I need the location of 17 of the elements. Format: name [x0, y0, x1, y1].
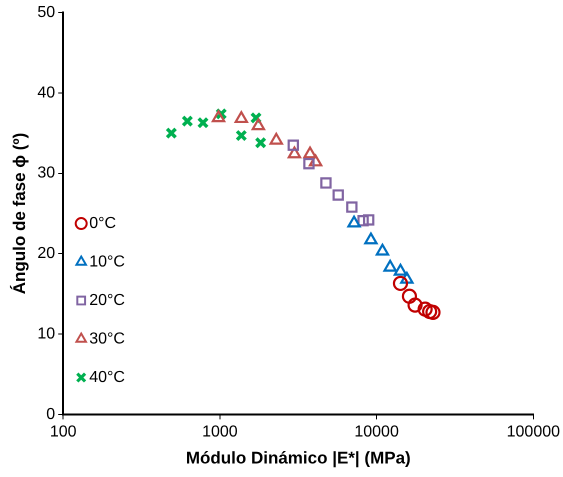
legend-label: 0°C: [89, 214, 116, 232]
x-tick-label: 100000: [506, 423, 560, 440]
legend-label: 20°C: [89, 292, 125, 309]
y-tick-label: 20: [37, 245, 56, 262]
legend-label: 30°C: [89, 330, 125, 348]
y-tick-label: 40: [37, 84, 56, 102]
y-tick-label: 30: [37, 164, 56, 182]
x-tick-label: 100: [50, 423, 77, 440]
y-tick-label: 50: [37, 4, 56, 22]
legend-label: 40°C: [89, 368, 125, 386]
y-tick-label: 0: [46, 406, 56, 423]
x-tick-label: 1000: [202, 423, 238, 440]
legend-label: 10°C: [89, 253, 125, 270]
y-axis-title: Ángulo de fase ϕ (º): [8, 132, 29, 294]
x-axis-title: Módulo Dinámico |E*| (MPa): [186, 448, 411, 468]
x-tick-label: 10000: [354, 423, 399, 440]
y-tick-label: 10: [37, 325, 56, 342]
